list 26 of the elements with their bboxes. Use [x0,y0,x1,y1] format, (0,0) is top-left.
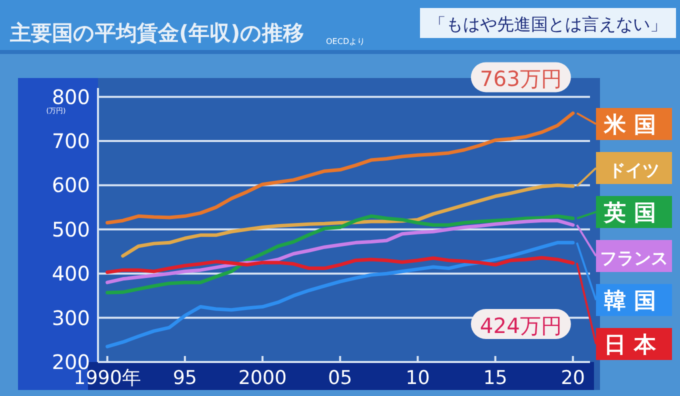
legend-label: 英国 [603,201,664,226]
line-series [106,111,575,225]
x-tick-label: 05 [328,367,352,389]
y-tick-label: 300 [52,306,90,330]
chart-title: 主要国の平均賃金(年収)の推移 [9,21,304,45]
y-tick-label: 400 [52,262,90,286]
line-series [121,183,575,258]
legend-label: 米国 [603,113,664,138]
y-tick-label: 700 [52,129,90,154]
text: OECDより [326,37,366,46]
annotation: 424万円 [480,314,562,338]
x-tick-label: 2000 [238,367,287,389]
chart-subtitle: 「もはや先進国とは言えない」 [429,15,667,35]
y-tick-label: 500 [52,217,90,242]
x-tick-label: 10 [406,367,430,389]
line-series [106,214,575,294]
y-tick-label: 600 [52,173,90,198]
x-tick-label: 20 [560,367,586,389]
text: 日本 [604,333,664,358]
x-tick-label: 95 [172,367,198,389]
text: 韓国 [604,289,664,314]
x-tick-label: 15 [483,367,508,389]
legend-label: ドイツ [608,161,660,181]
text: フランス [600,249,668,269]
annotation: 763万円 [480,67,562,92]
y-tick-label: 800 [52,84,90,109]
